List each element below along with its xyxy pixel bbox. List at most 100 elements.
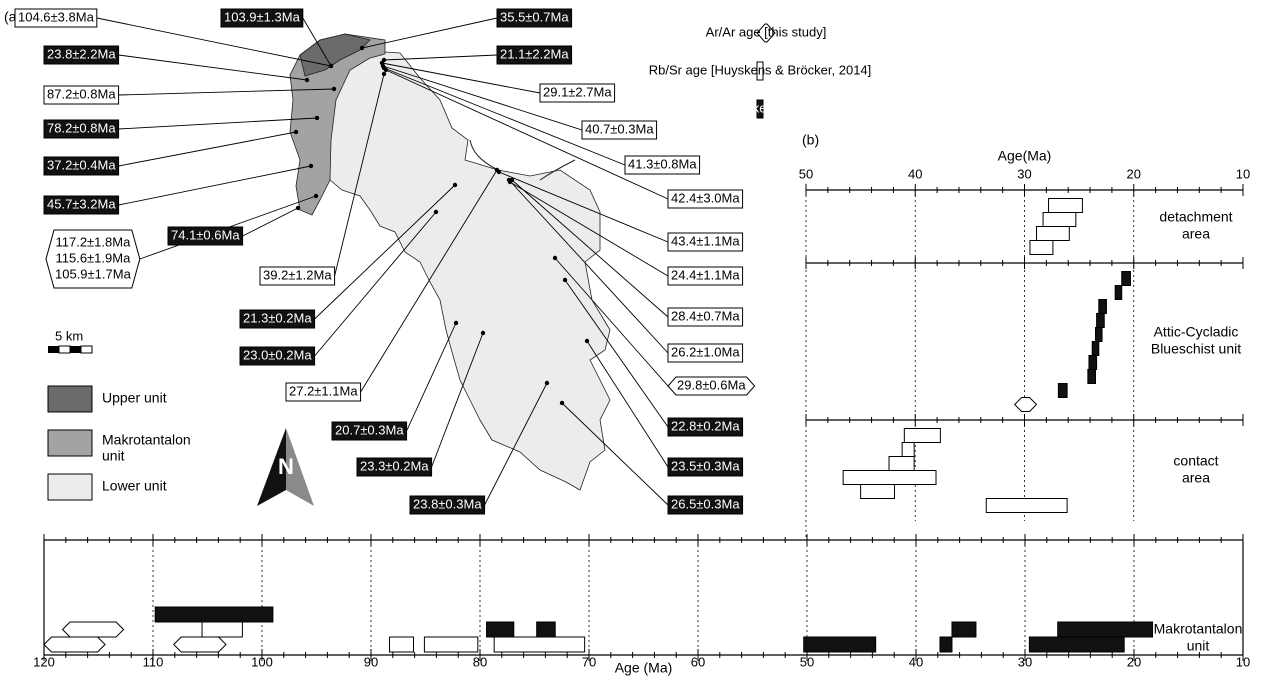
map-label-box	[667, 376, 756, 396]
map-label-text: 74.1±0.6Ma	[171, 227, 240, 242]
x-tick-label: 20	[1127, 166, 1141, 181]
map-label-text: 27.2±1.1Ma	[289, 383, 358, 398]
age-hexagon	[1013, 397, 1038, 412]
age-bar	[1028, 636, 1125, 653]
leader-line	[508, 179, 669, 354]
map-label-text: 35.5±0.7Ma	[500, 9, 569, 24]
map-label-text: 117.2±1.8Ma	[55, 234, 131, 249]
age-hexagon	[61, 621, 125, 638]
sample-point	[452, 182, 458, 188]
age-bar	[951, 621, 977, 638]
leader-line	[554, 257, 669, 387]
map-label-text: 37.2±0.4Ma	[47, 157, 116, 172]
panel-label: (b)	[802, 132, 819, 148]
leader-line	[498, 171, 669, 243]
sample-point	[544, 380, 550, 386]
leader-line	[302, 17, 332, 67]
age-bar	[493, 636, 586, 653]
map-label-text: 78.2±0.8Ma	[47, 120, 116, 135]
map-label-text: 105.9±1.7Ma	[55, 266, 132, 281]
age-bar	[1096, 313, 1105, 328]
x-tick-label: 10	[1236, 166, 1250, 181]
age-bar	[860, 484, 895, 499]
map-label-text: 26.5±0.3Ma	[671, 496, 740, 511]
map-label-text: 40.7±0.3Ma	[585, 121, 654, 136]
map-label-text: 26.2±1.0Ma	[671, 344, 740, 359]
age-bar	[1121, 271, 1131, 286]
map-label-text: 21.1±2.2Ma	[500, 46, 569, 61]
leader-line	[242, 207, 299, 237]
leader-line	[385, 69, 669, 200]
north-arrow-left	[257, 428, 286, 506]
age-bar	[842, 470, 937, 485]
sample-point	[293, 129, 299, 135]
age-bar	[1042, 212, 1077, 227]
legend-item-text: Rb/Sr age [Huyskens & Bröcker, 2014]	[649, 62, 872, 77]
scale-segment	[48, 346, 59, 353]
age-bar	[1057, 383, 1068, 398]
x-tick-label: 110	[143, 654, 164, 669]
map-label-text: 21.3±0.2Ma	[243, 310, 312, 325]
sample-point	[433, 209, 439, 215]
x-tick-label: 40	[909, 654, 923, 669]
river	[469, 139, 576, 181]
age-bar	[1114, 285, 1123, 300]
leader-line	[334, 73, 385, 277]
sample-point	[584, 338, 590, 344]
legend-item-text: Ar/Ar age [this study]	[706, 24, 827, 39]
map-label-text: 45.7±3.2Ma	[47, 196, 116, 211]
age-bar	[1098, 299, 1107, 314]
north-arrow-right	[286, 428, 314, 506]
lower-unit-area	[329, 51, 611, 491]
leader-line	[564, 279, 669, 428]
group-label: area	[1182, 226, 1210, 242]
age-bar	[423, 636, 479, 653]
age-bar	[1048, 198, 1083, 213]
x-tick-label: 40	[908, 166, 922, 181]
scale-bar: 5 km	[48, 328, 93, 354]
map-label-text: 28.4±0.7Ma	[671, 308, 740, 323]
island-map	[289, 33, 611, 491]
leader-line	[381, 62, 541, 94]
legend-item-box	[756, 61, 764, 81]
map-label-text: 20.7±0.3Ma	[335, 422, 404, 437]
age-bar	[389, 636, 415, 653]
leader-line	[383, 54, 498, 61]
map-label-text: 29.1±2.7Ma	[543, 84, 612, 99]
map-label-text: 23.8±2.2Ma	[47, 46, 116, 61]
unit-swatch	[47, 385, 93, 413]
leader-line	[96, 17, 332, 67]
leader-line	[118, 131, 297, 167]
leader-line	[484, 382, 548, 506]
age-bar	[1095, 327, 1103, 342]
unit-label: Lower unit	[102, 478, 167, 494]
sample-point	[562, 277, 568, 283]
age-bar	[1091, 341, 1100, 356]
x-tick-label: 30	[1018, 654, 1032, 669]
x-tick-label: 80	[473, 654, 487, 669]
sample-point	[328, 63, 334, 69]
leader-line	[509, 181, 669, 277]
sample-point	[559, 400, 565, 406]
map-label-text: 39.2±1.2Ma	[263, 267, 332, 282]
unit-swatch	[47, 473, 93, 501]
age-bar	[939, 636, 953, 653]
legend-item-text: Rb/Sr age [Bröcker & Franz, 2006]	[660, 100, 859, 115]
sample-point	[383, 67, 389, 73]
age-bar	[201, 621, 243, 638]
unit-swatch	[47, 429, 93, 457]
x-tick-label: 20	[1127, 654, 1141, 669]
makrotantalon-unit-area	[289, 33, 386, 216]
x-tick-label: 10	[1236, 654, 1250, 669]
scale-segment	[80, 345, 93, 354]
map-label-text: 42.4±3.0Ma	[671, 190, 740, 205]
map-label-text: 43.4±1.1Ma	[671, 233, 740, 248]
legend-item-box	[756, 23, 776, 43]
age-bar	[1036, 226, 1070, 241]
x-tick-label: 50	[799, 166, 813, 181]
map-label-text: 103.9±1.3Ma	[224, 9, 301, 24]
upper-unit-area	[299, 33, 371, 77]
group-label: Attic-Cycladic	[1154, 324, 1239, 340]
map-label-text: 23.0±0.2Ma	[243, 347, 312, 362]
